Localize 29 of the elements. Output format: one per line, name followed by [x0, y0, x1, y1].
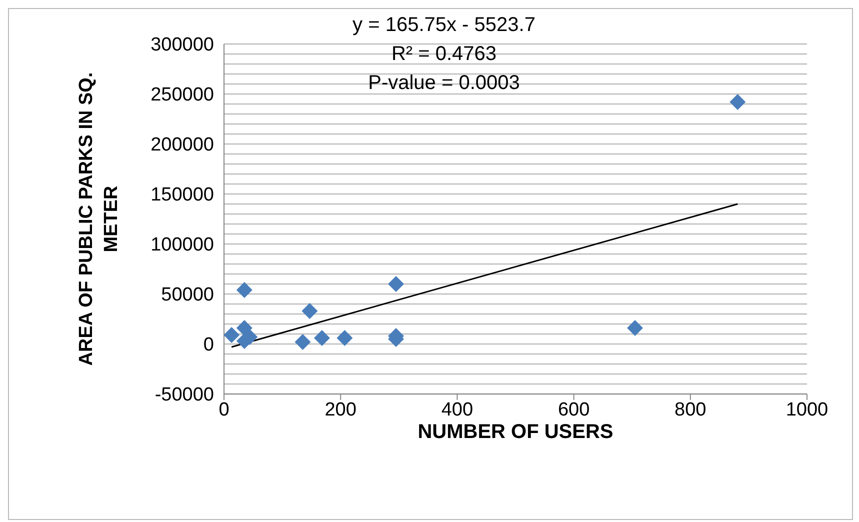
point: [302, 303, 318, 319]
annotation: P-value = 0.0003: [367, 71, 521, 96]
x-tick-label: 1000: [786, 399, 828, 420]
y-tick-label: 50000: [161, 284, 214, 306]
point: [627, 320, 644, 336]
point: [294, 334, 311, 350]
annotation: R² = 0.4763: [390, 42, 498, 67]
point: [236, 282, 252, 298]
x-tick-label: 0: [218, 399, 230, 420]
point: [336, 330, 353, 346]
point: [236, 320, 252, 336]
point: [224, 327, 240, 343]
y-tick-label: 250000: [150, 84, 214, 106]
y-tick-label: 0: [203, 334, 214, 356]
text: y = 165.75x - 5523.7: [352, 13, 536, 38]
x-tick-label: 800: [674, 399, 706, 420]
x-tick-label: 400: [441, 399, 474, 420]
y-tick-label: 150000: [150, 184, 214, 206]
y-axis-title: AREA OF PUBLIC PARKS IN SQ. METER: [75, 71, 123, 368]
x-axis-title: NUMBER OF USERS: [418, 421, 614, 444]
y-tick-label: -50000: [154, 384, 214, 406]
y-tick-label: 300000: [150, 34, 214, 56]
point: [388, 276, 404, 292]
point: [314, 330, 330, 346]
point: [730, 94, 746, 110]
x-tick-label: 200: [324, 399, 356, 420]
y-tick-label: 100000: [150, 234, 214, 256]
x-tick-label: 600: [558, 399, 590, 420]
y-tick-label: 200000: [150, 134, 214, 156]
